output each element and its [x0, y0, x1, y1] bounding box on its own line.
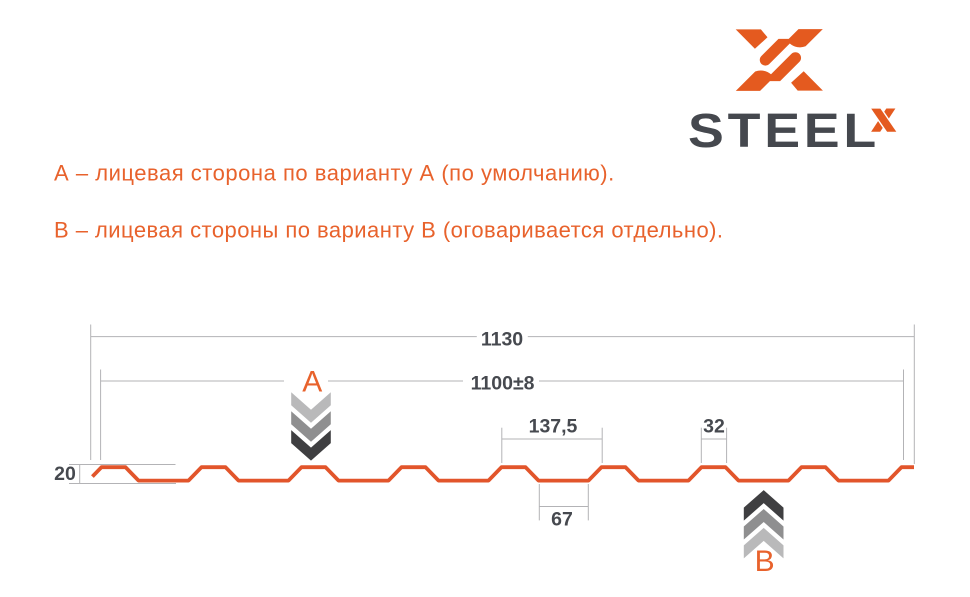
svg-text:В: В: [755, 545, 775, 578]
svg-text:STEEL: STEEL: [688, 104, 880, 158]
svg-text:1100±8: 1100±8: [471, 372, 535, 394]
svg-text:А: А: [302, 366, 322, 399]
svg-text:В – лицевая стороны по вариант: В – лицевая стороны по варианту В (огова…: [54, 217, 724, 242]
svg-text:20: 20: [54, 463, 76, 485]
svg-text:67: 67: [551, 509, 573, 531]
svg-text:1130: 1130: [481, 329, 523, 351]
svg-text:А – лицевая сторона по вариант: А – лицевая сторона по варианту А (по ум…: [54, 161, 615, 186]
svg-text:137,5: 137,5: [529, 415, 578, 437]
svg-text:32: 32: [703, 415, 725, 437]
